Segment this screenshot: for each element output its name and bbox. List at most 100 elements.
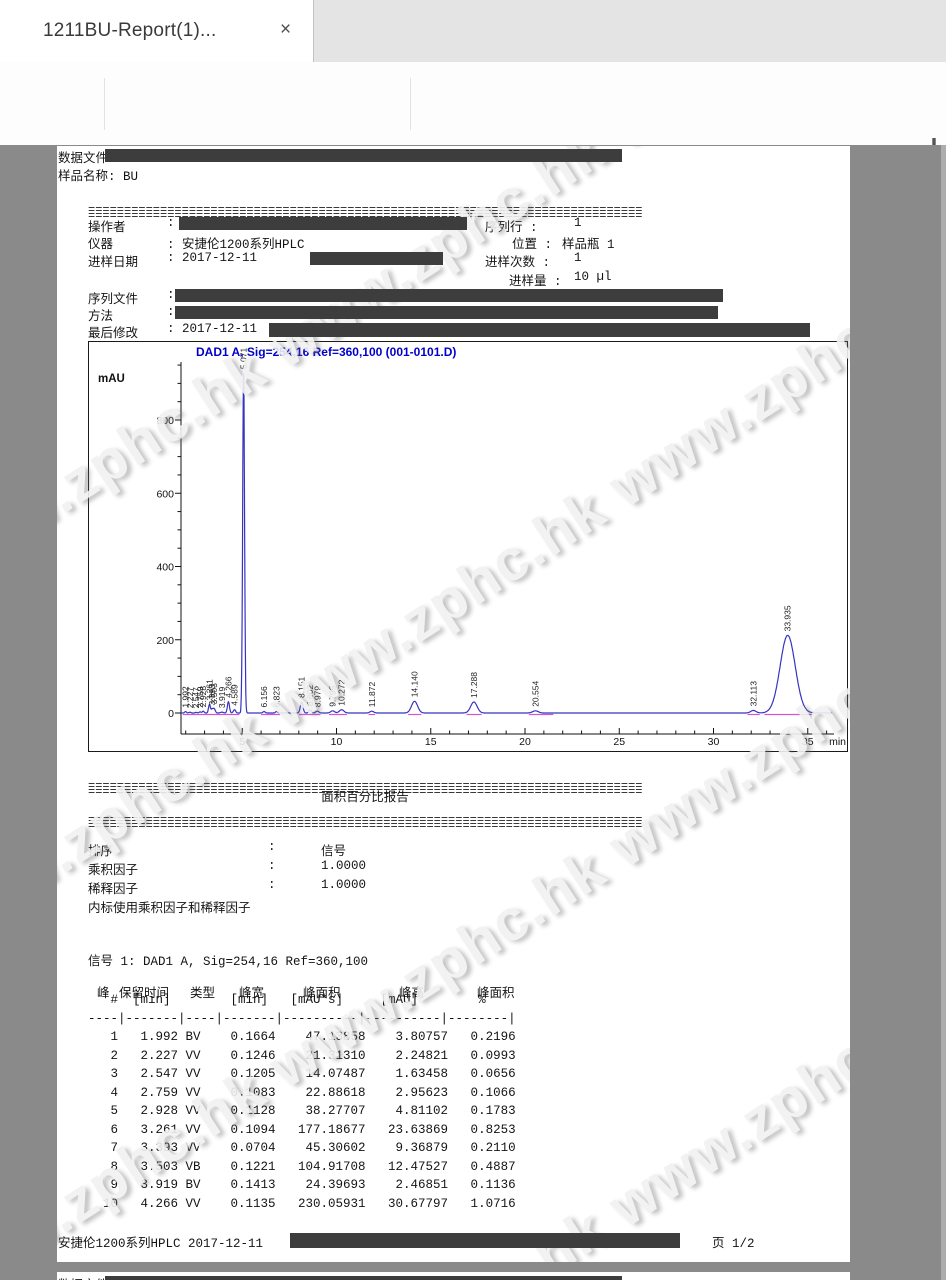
instrument-value: : 安捷伦1200系列HPLC [167, 238, 305, 252]
svg-text:14.140: 14.140 [410, 671, 420, 697]
svg-text:8.602: 8.602 [305, 685, 315, 707]
table-divider-row: ----|-------|----|-------|----------|---… [88, 1011, 516, 1026]
location-label: 位置 : [512, 238, 553, 252]
svg-text:15: 15 [425, 736, 437, 748]
multiplier-label: 乘积因子 [88, 864, 139, 878]
tab-bar-empty-area [313, 0, 946, 63]
svg-text:4.589: 4.589 [230, 684, 240, 706]
table-row: 3 2.547 VV 0.1205 14.07487 1.63458 0.065… [88, 1067, 516, 1081]
svg-text:0: 0 [168, 708, 174, 720]
svg-text:20: 20 [519, 736, 531, 748]
svg-text:400: 400 [156, 562, 174, 574]
pdf-toolbar: / 2 49.3% ▼ [0, 62, 946, 187]
report-page-2-peek: 数据文件: [57, 1272, 850, 1280]
method-colon: : [167, 305, 175, 319]
method-label: 方法 [88, 310, 114, 324]
sequence-file-colon: : [167, 288, 175, 302]
svg-text:2.759: 2.759 [195, 686, 205, 708]
svg-text:4.266: 4.266 [223, 676, 233, 698]
svg-text:3.261: 3.261 [205, 679, 215, 701]
svg-text:1.992: 1.992 [181, 686, 191, 708]
istd-note: 内标使用乘积因子和稀释因子 [88, 902, 251, 916]
svg-text:200: 200 [156, 635, 174, 647]
svg-text:3.503: 3.503 [209, 683, 219, 705]
table-row: 10 4.266 VV 0.1135 230.05931 30.67797 1.… [88, 1196, 516, 1211]
pdf-viewport[interactable]: www.zphc.hk www.zphc.hk www.zphc.hk www.… [0, 145, 946, 1280]
chromatogram-svg: DAD1 A, Sig=254,16 Ref=360,100 (001-0101… [98, 345, 846, 748]
scrollbar-track[interactable] [941, 145, 946, 1280]
report-page-1: www.zphc.hk www.zphc.hk www.zphc.hk www.… [57, 146, 850, 1262]
redaction-bar [310, 252, 443, 265]
svg-text:8.151: 8.151 [297, 676, 307, 698]
multiplier-value: 1.0000 [321, 859, 367, 873]
svg-text:DAD1 A, Sig=254,16 Ref=360,100: DAD1 A, Sig=254,16 Ref=360,100 (001-0101… [196, 345, 456, 359]
table-row: 9 3.919 BV 0.1413 24.39693 2.46851 0.113… [88, 1178, 516, 1192]
tab-close-icon[interactable]: × [280, 19, 292, 40]
col-header-retention: 保留时间 [119, 987, 170, 1001]
table-row: 7 3.393 VV 0.0704 45.30602 9.36879 0.211… [88, 1141, 516, 1155]
toolbar-divider [410, 78, 411, 130]
svg-text:800: 800 [156, 415, 174, 427]
injection-count-value: 1 [574, 251, 582, 265]
svg-text:5.071: 5.071 [239, 348, 249, 370]
redaction-bar [175, 306, 718, 319]
svg-text:33.935: 33.935 [783, 605, 793, 631]
col-header-area-pct: 峰面积 [477, 987, 515, 1001]
operator-label: 操作者 [88, 221, 126, 235]
redaction-bar [269, 323, 810, 337]
tab-title: 1211BU-Report(1)... [43, 20, 217, 41]
instrument-label: 仪器 [88, 238, 114, 252]
col-header-height: 峰高 [399, 987, 425, 1001]
dilution-colon: : [268, 878, 276, 892]
last-modified-label: 最后修改 [88, 327, 139, 341]
footer-left: 安捷伦1200系列HPLC 2017-12-11 [58, 1237, 264, 1251]
col-header-type: 类型 [190, 987, 216, 1001]
table-units-row: # [min] [min] [mAU*s] [mAU] % [88, 993, 486, 1007]
table-row: 5 2.928 VV 0.1128 38.27707 4.81102 0.178… [88, 1104, 516, 1118]
svg-text:25: 25 [613, 736, 625, 748]
signal-line: 信号 1: DAD1 A, Sig=254,16 Ref=360,100 [88, 955, 369, 969]
redaction-bar [175, 289, 723, 302]
sequence-file-label: 序列文件 [88, 293, 139, 307]
dilution-value: 1.0000 [321, 878, 367, 892]
sort-value: 信号 [321, 845, 347, 859]
dilution-label: 稀释因子 [88, 883, 139, 897]
col-header-area: 峰面积 [303, 987, 341, 1001]
svg-text:30: 30 [708, 736, 720, 748]
table-row: 4 2.759 VV 0.1083 22.88618 2.95623 0.106… [88, 1085, 516, 1100]
redaction-bar [179, 217, 467, 230]
svg-text:3.393: 3.393 [207, 684, 217, 706]
table-row: 2 2.227 VV 0.1246 21.31310 2.24821 0.099… [88, 1048, 516, 1063]
svg-text:32.113: 32.113 [748, 681, 758, 707]
area-report-title: 面积百分比报告 [321, 791, 409, 805]
svg-text:10: 10 [331, 736, 343, 748]
location-value: 样品瓶 1 [562, 238, 615, 252]
svg-text:9.795: 9.795 [328, 685, 338, 707]
multiplier-colon: : [268, 859, 276, 873]
injection-volume-value: 10 µl [574, 270, 612, 284]
tab-bar: 1211BU-Report(1)... × [0, 0, 946, 63]
redaction-bar [105, 149, 622, 162]
sequence-line-label: 序列行 : [485, 221, 538, 235]
svg-text:min: min [829, 736, 846, 748]
svg-text:6.156: 6.156 [259, 686, 269, 708]
table-row: 6 3.261 VV 0.1094 177.18677 23.63869 0.8… [88, 1122, 516, 1137]
injection-count-label: 进样次数 : [485, 256, 551, 270]
svg-text:35: 35 [802, 736, 814, 748]
injection-volume-label: 进样量 : [509, 275, 562, 289]
footer-page-number: 页 1/2 [712, 1237, 755, 1251]
operator-colon: : [167, 216, 175, 230]
document-tab[interactable]: 1211BU-Report(1)... × [0, 0, 313, 62]
injection-date-label: 进样日期 [88, 256, 139, 270]
toolbar-divider [104, 78, 105, 130]
col-header-peak: 峰 [97, 987, 110, 1001]
svg-text:5: 5 [239, 736, 245, 748]
separator-line: ========================================… [88, 779, 643, 799]
sort-colon: : [268, 840, 276, 854]
svg-text:11.872: 11.872 [367, 682, 377, 708]
table-row: 8 3.503 VB 0.1221 104.91708 12.47527 0.4… [88, 1159, 516, 1174]
svg-text:6.823: 6.823 [272, 686, 282, 708]
sample-name-line: 样品名称: BU [58, 170, 139, 184]
redaction-bar [105, 1276, 622, 1280]
svg-text:8.979: 8.979 [312, 686, 322, 708]
